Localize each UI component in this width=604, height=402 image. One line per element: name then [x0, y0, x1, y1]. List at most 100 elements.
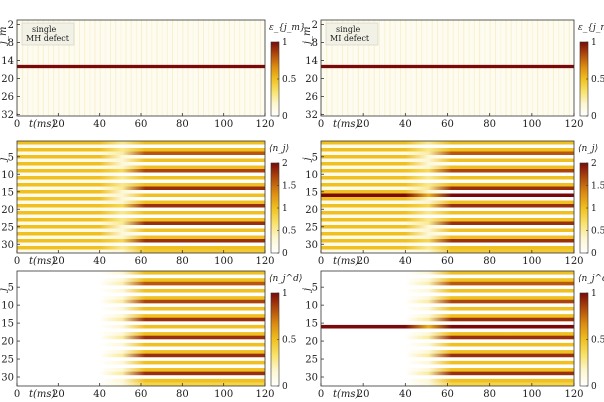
heatmap-row-20: [17, 339, 265, 344]
colorbar-tick-label: 2: [591, 159, 597, 169]
heatmap-row-2: [17, 274, 265, 279]
heatmap-row-4: [17, 281, 265, 286]
heatmap-row-24: [17, 353, 265, 358]
colorbar: 0 0.5 1 1.5 2 ⟨n_j⟩: [269, 144, 297, 259]
colorbar-tick-label: 0.5: [591, 75, 604, 85]
colorbar-label: ⟨n_j⟩: [578, 144, 598, 154]
x-axis-label: t(ms): [333, 256, 360, 267]
x-tick-label: 20: [357, 389, 370, 400]
y-tick-label: 5: [8, 283, 14, 294]
y-tick-label: 15: [305, 187, 318, 198]
x-tick-label: 20: [52, 256, 65, 267]
colorbar-tick-label: 0.5: [282, 336, 297, 346]
heatmap-row-1: [17, 271, 265, 275]
x-tick-label: 120: [564, 256, 583, 267]
heatmap-row-1: [321, 141, 574, 145]
y-tick-label: 25: [1, 355, 14, 366]
y-tick-label: 8: [312, 38, 318, 49]
heatmap-row-8: [321, 165, 574, 170]
y-tick-label: 20: [1, 74, 14, 85]
heatmap-row-2: [17, 144, 265, 149]
y-tick-label: 10: [305, 301, 318, 312]
y-axis-label: j: [302, 157, 313, 162]
colorbar-tick-label: 1: [591, 38, 597, 48]
heatmap-row-21: [17, 211, 265, 215]
colorbar-tick-label: 0: [282, 249, 288, 259]
heatmap-row-31: [321, 246, 574, 250]
y-tick-label: 20: [305, 205, 318, 216]
x-axis-label: t(ms): [29, 389, 56, 400]
heatmap-row-3: [17, 278, 265, 283]
heatmap-row-5: [321, 155, 574, 159]
y-tick-label: 30: [305, 240, 318, 251]
annotation-box: [325, 22, 379, 46]
x-axis-label: t(ms): [29, 256, 56, 267]
heatmap-row-18: [17, 200, 265, 205]
heatmap-row-21: [321, 342, 574, 347]
heatmap-row-10: [17, 172, 265, 177]
heatmap-row-18: [17, 332, 265, 336]
x-tick-label: 20: [357, 119, 370, 130]
x-tick-label: 80: [176, 119, 189, 130]
y-tick-label: 20: [305, 74, 318, 85]
heatmap-row-27: [17, 364, 265, 369]
heatmap-row-23: [321, 218, 574, 222]
heatmap-row-12: [321, 310, 574, 315]
x-tick-label: 0: [14, 256, 20, 267]
x-tick-label: 100: [522, 256, 541, 267]
heatmap-top-left: 0 20 40 60 80 100 120 t(ms) 2 8 14 20 26 32 j_m singleM…: [0, 19, 306, 130]
y-tick-label: 25: [1, 222, 14, 233]
heatmap-row-19: [321, 335, 574, 340]
heatmap-row-11: [321, 176, 574, 180]
y-tick-label: 25: [305, 355, 318, 366]
y-tick-label: 5: [8, 152, 14, 163]
heatmap-row-3: [17, 148, 265, 152]
x-tick-label: 60: [441, 389, 454, 400]
heatmap-row-1: [17, 141, 265, 145]
heatmap-row-27: [17, 232, 265, 236]
y-axis-label: j: [0, 288, 9, 293]
x-tick-label: 40: [399, 256, 412, 267]
heatmap-row-24: [321, 353, 574, 358]
heatmap-row-25: [321, 357, 574, 362]
heatmap-row-14: [321, 317, 574, 322]
y-tick-label: 14: [1, 56, 14, 67]
x-tick-label: 0: [318, 119, 324, 130]
colorbar-label: ⟨n_j^d⟩: [269, 274, 302, 284]
y-tick-label: 26: [305, 92, 318, 103]
heatmap-row-22: [17, 214, 265, 219]
y-tick-label: 2: [312, 20, 318, 31]
colorbar: 0 0.5 1 1.5 2 ⟨n_j⟩: [578, 144, 604, 259]
y-tick-label: 32: [1, 110, 14, 121]
colorbar-tick-label: 1.5: [591, 182, 604, 192]
defect-row: [17, 64, 265, 69]
heatmap-top-right: 0 20 40 60 80 100 120 t(ms) 2 8 14 20 26 32 j_m singleM…: [302, 19, 604, 130]
heatmap-row-24: [321, 221, 574, 226]
colorbar: 0 0.5 1 ε_{j_m}: [269, 23, 306, 122]
annotation-line: MI defect: [330, 34, 370, 43]
y-tick-label: 10: [1, 170, 14, 181]
heatmap-row-25: [17, 225, 265, 229]
y-tick-label: 5: [312, 283, 318, 294]
heatmap-row-5: [17, 285, 265, 290]
x-tick-label: 0: [14, 389, 20, 400]
heatmap-row-29: [321, 239, 574, 243]
heatmap-row-20: [321, 207, 574, 212]
x-tick-label: 120: [564, 119, 583, 130]
heatmap-row-26: [17, 228, 265, 233]
colorbar-tick-label: 2: [282, 159, 288, 169]
heatmap-row-13: [17, 183, 265, 187]
heatmap-row-13: [17, 314, 265, 319]
heatmap-row-29: [17, 239, 265, 243]
heatmap-row-28: [321, 235, 574, 240]
heatmap-row-2: [321, 144, 574, 149]
y-tick-label: 15: [1, 319, 14, 330]
heatmap-row-16: [17, 193, 265, 198]
heatmap-cells: [321, 141, 574, 253]
heatmap-row-30: [321, 375, 574, 380]
y-axis-label: j_m: [302, 27, 313, 47]
heatmap-row-13: [321, 314, 574, 319]
colorbar-tick-label: 1: [282, 204, 288, 214]
x-tick-label: 0: [318, 256, 324, 267]
x-tick-label: 40: [399, 119, 412, 130]
